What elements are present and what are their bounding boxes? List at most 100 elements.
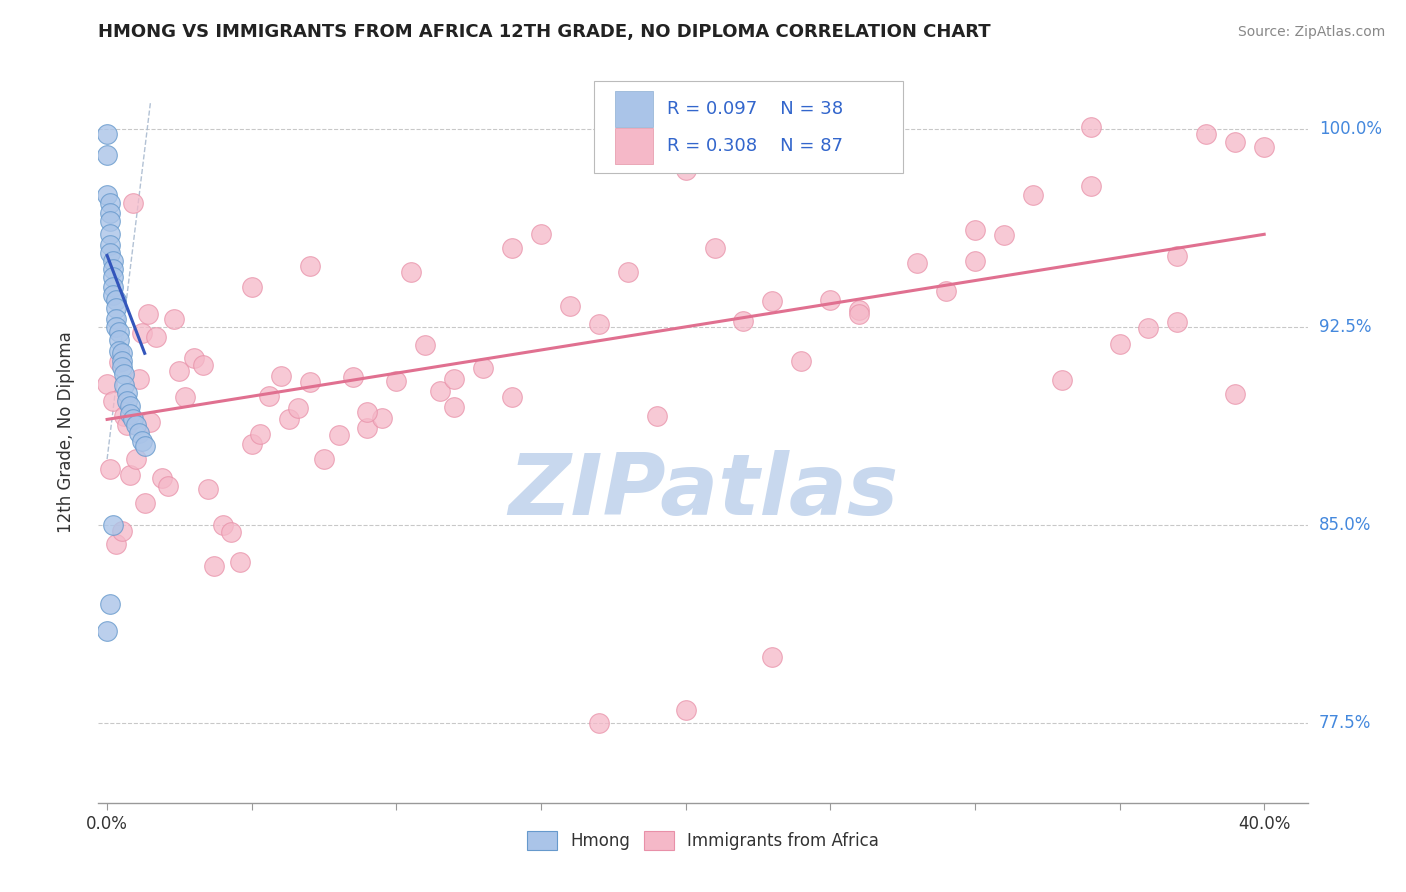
- Point: [117, 386, 139, 401]
- Point: [134, 439, 156, 453]
- Point: [645, 409, 668, 424]
- Point: [117, 393, 139, 408]
- Point: [530, 227, 553, 242]
- Point: [249, 427, 271, 442]
- Point: [298, 375, 321, 389]
- Point: [675, 703, 697, 717]
- Point: [197, 482, 219, 496]
- Point: [104, 312, 127, 326]
- Point: [848, 307, 870, 321]
- Point: [98, 245, 121, 260]
- Point: [211, 518, 233, 533]
- Point: [156, 479, 179, 493]
- Point: [221, 524, 243, 539]
- Point: [1108, 336, 1130, 351]
- Point: [145, 329, 167, 343]
- Point: [429, 384, 451, 399]
- Point: [96, 127, 118, 141]
- Point: [675, 163, 697, 178]
- Point: [101, 261, 124, 276]
- FancyBboxPatch shape: [614, 128, 654, 164]
- Point: [114, 378, 136, 392]
- Point: [125, 452, 148, 467]
- Point: [993, 227, 1015, 242]
- Point: [413, 338, 436, 352]
- Point: [96, 624, 118, 638]
- Point: [1080, 120, 1102, 134]
- Point: [150, 471, 173, 485]
- Point: [98, 238, 121, 252]
- Point: [617, 265, 640, 279]
- Point: [703, 241, 725, 255]
- Point: [107, 355, 129, 369]
- Point: [202, 559, 225, 574]
- Text: ZIPatlas: ZIPatlas: [508, 450, 898, 533]
- Point: [162, 312, 184, 326]
- Point: [342, 370, 364, 384]
- Point: [104, 319, 127, 334]
- Point: [98, 206, 121, 220]
- Point: [117, 418, 139, 433]
- Y-axis label: 12th Grade, No Diploma: 12th Grade, No Diploma: [56, 332, 75, 533]
- Legend: Hmong, Immigrants from Africa: Hmong, Immigrants from Africa: [527, 830, 879, 850]
- Point: [107, 333, 129, 347]
- Point: [443, 401, 465, 415]
- Point: [935, 285, 957, 299]
- Point: [183, 351, 205, 365]
- FancyBboxPatch shape: [614, 91, 654, 127]
- Point: [131, 326, 153, 340]
- Point: [125, 417, 148, 432]
- Point: [848, 302, 870, 317]
- Point: [1166, 249, 1188, 263]
- Point: [1166, 315, 1188, 329]
- Point: [472, 360, 495, 375]
- Point: [96, 148, 118, 162]
- Point: [733, 314, 755, 328]
- Point: [328, 428, 350, 442]
- Point: [101, 393, 124, 408]
- Point: [136, 307, 159, 321]
- Point: [96, 187, 118, 202]
- Point: [298, 259, 321, 273]
- Point: [128, 372, 150, 386]
- Point: [139, 415, 162, 429]
- Point: [98, 214, 121, 228]
- Text: R = 0.097    N = 38: R = 0.097 N = 38: [666, 100, 842, 118]
- Point: [174, 390, 197, 404]
- Point: [877, 148, 900, 162]
- Point: [98, 598, 121, 612]
- Point: [110, 359, 132, 374]
- Point: [963, 223, 986, 237]
- Point: [588, 716, 610, 731]
- Point: [131, 434, 153, 448]
- Point: [1225, 386, 1247, 401]
- Point: [101, 280, 124, 294]
- Point: [278, 411, 301, 425]
- Point: [101, 288, 124, 302]
- Point: [96, 377, 118, 392]
- Point: [104, 537, 127, 551]
- Point: [371, 410, 394, 425]
- Point: [1137, 320, 1160, 334]
- Point: [191, 358, 214, 372]
- Text: 77.5%: 77.5%: [1319, 714, 1371, 732]
- Point: [101, 269, 124, 284]
- Point: [122, 195, 145, 210]
- Point: [98, 462, 121, 476]
- Point: [110, 354, 132, 368]
- Point: [120, 468, 142, 483]
- Point: [270, 368, 292, 383]
- Point: [287, 401, 309, 415]
- Point: [761, 294, 783, 309]
- Point: [963, 254, 986, 268]
- Point: [356, 405, 378, 419]
- Point: [399, 265, 422, 279]
- Point: [98, 195, 121, 210]
- Text: Source: ZipAtlas.com: Source: ZipAtlas.com: [1237, 25, 1385, 39]
- Point: [229, 555, 252, 569]
- Point: [107, 343, 129, 358]
- Point: [558, 299, 581, 313]
- Point: [122, 412, 145, 426]
- Point: [114, 368, 136, 382]
- Point: [240, 280, 263, 294]
